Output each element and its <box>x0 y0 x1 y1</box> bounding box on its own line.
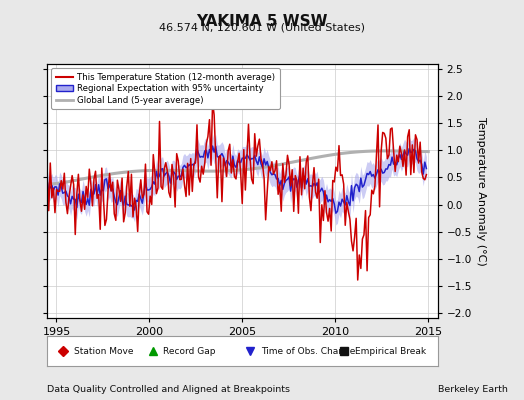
Text: Empirical Break: Empirical Break <box>355 346 426 356</box>
Text: Record Gap: Record Gap <box>163 346 216 356</box>
Legend: This Temperature Station (12-month average), Regional Expectation with 95% uncer: This Temperature Station (12-month avera… <box>51 68 280 109</box>
Text: Time of Obs. Change: Time of Obs. Change <box>261 346 355 356</box>
Text: Station Move: Station Move <box>74 346 133 356</box>
Text: Data Quality Controlled and Aligned at Breakpoints: Data Quality Controlled and Aligned at B… <box>47 385 290 394</box>
Text: YAKIMA 5 WSW: YAKIMA 5 WSW <box>196 14 328 29</box>
Text: Berkeley Earth: Berkeley Earth <box>438 385 507 394</box>
Y-axis label: Temperature Anomaly (°C): Temperature Anomaly (°C) <box>476 117 486 265</box>
Text: 46.574 N, 120.601 W (United States): 46.574 N, 120.601 W (United States) <box>159 22 365 32</box>
